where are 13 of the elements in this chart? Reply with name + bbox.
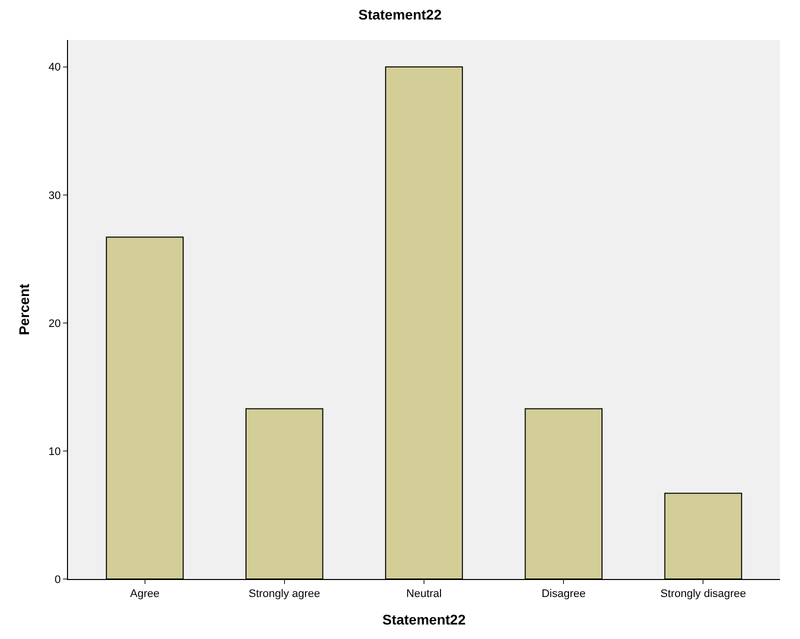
y-tick-label: 10 bbox=[48, 446, 61, 458]
x-tick-label: Disagree bbox=[542, 588, 586, 600]
x-tick-label: Agree bbox=[130, 588, 160, 600]
chart-title: Statement22 bbox=[358, 6, 442, 22]
y-axis-title: Percent bbox=[16, 283, 32, 336]
y-tick-label: 40 bbox=[48, 62, 61, 74]
x-tick-label: Strongly disagree bbox=[660, 588, 746, 600]
x-axis-title: Statement22 bbox=[382, 612, 466, 628]
x-tick-label: Neutral bbox=[406, 588, 442, 600]
y-tick-label: 30 bbox=[48, 190, 61, 202]
y-tick-label: 20 bbox=[48, 318, 61, 330]
x-tick-label: Strongly agree bbox=[248, 588, 320, 600]
y-tick-label: 0 bbox=[54, 574, 61, 586]
